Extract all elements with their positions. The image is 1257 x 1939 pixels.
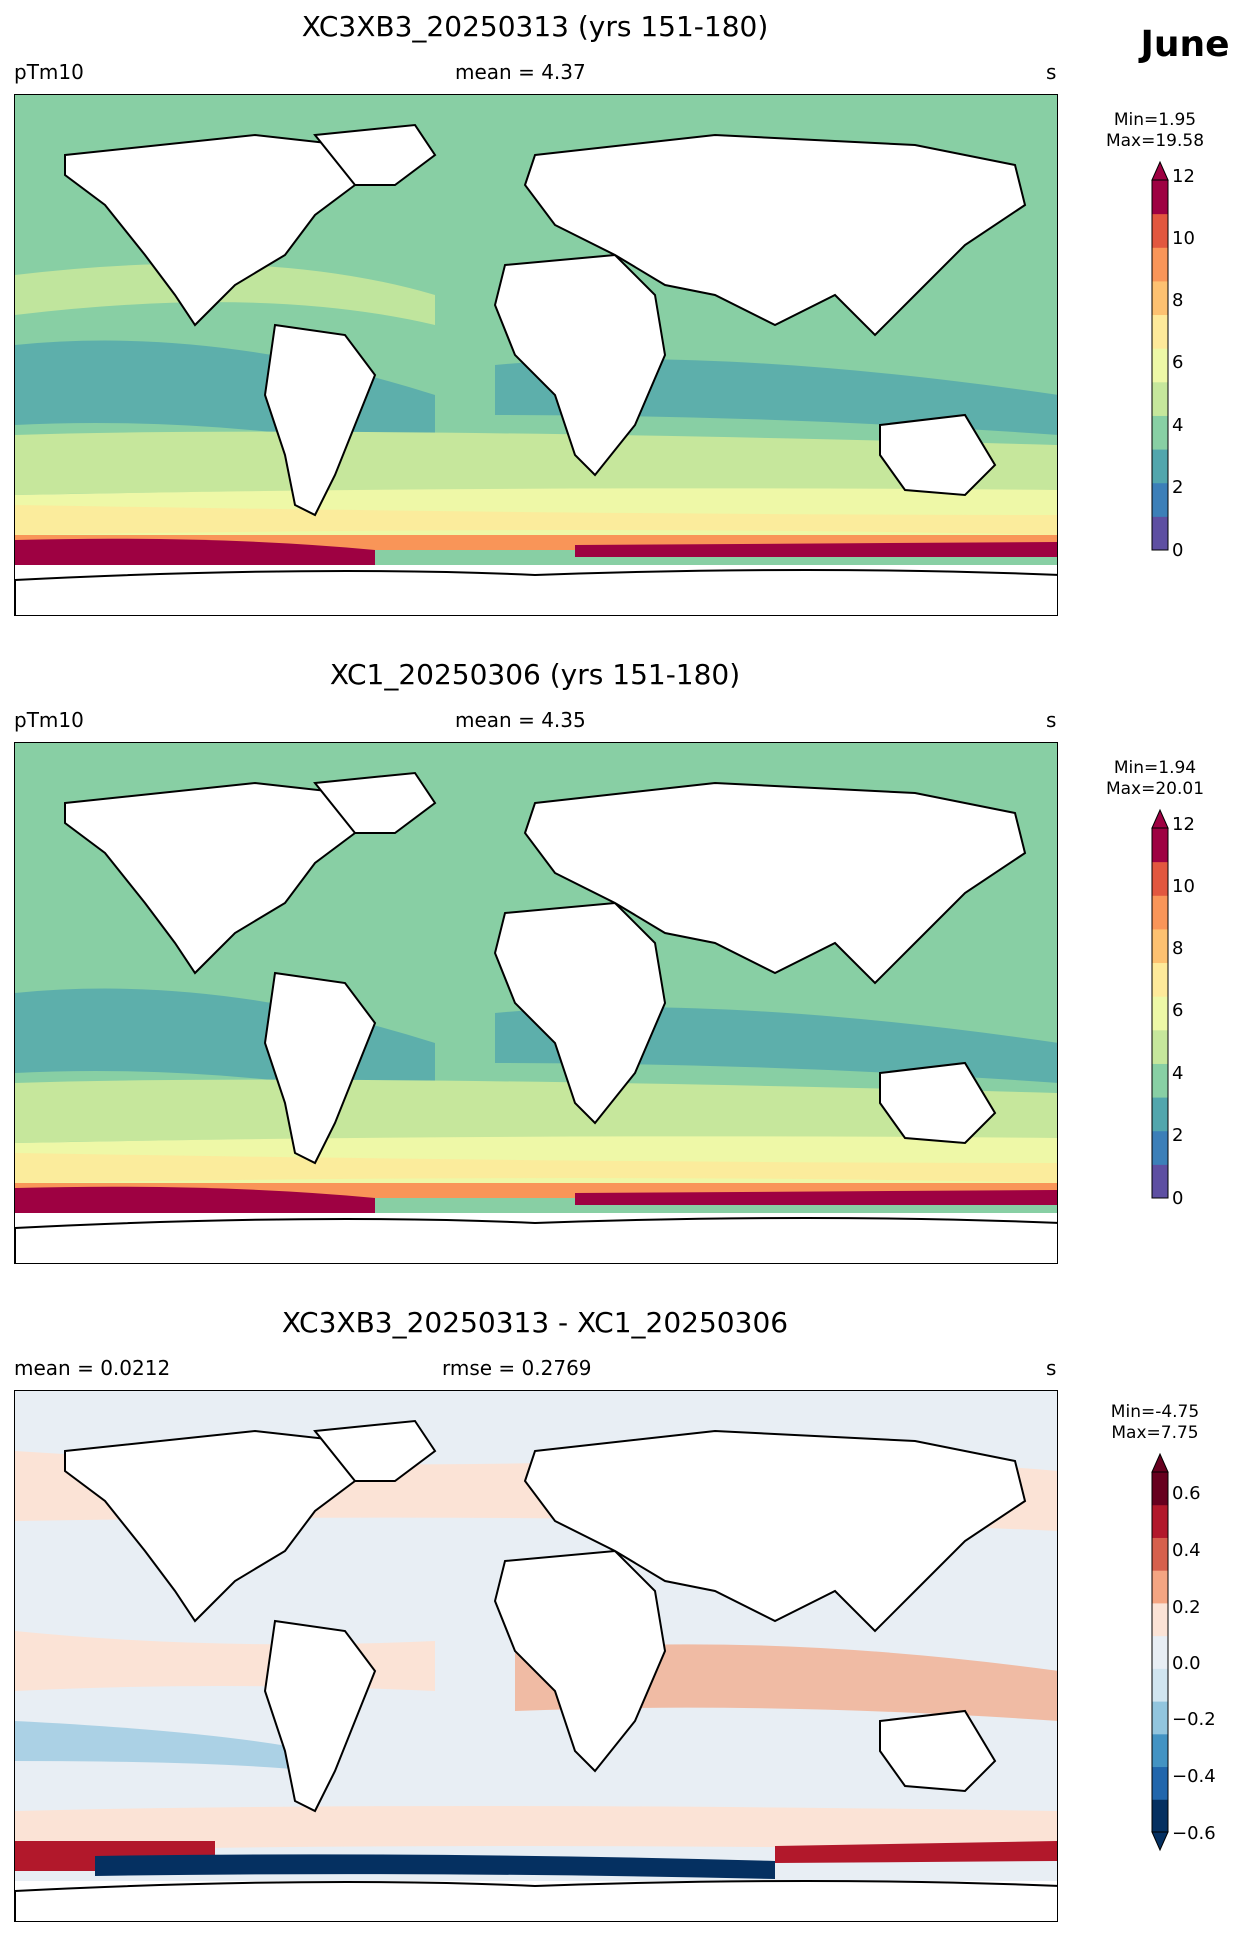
panel2-max-label: Max=20.01	[1105, 779, 1205, 799]
panel3-colorbar-outline	[1151, 1471, 1169, 1833]
panel2-tick: 6	[1172, 1000, 1183, 1021]
panel2-colorbar-segment	[1152, 928, 1168, 964]
panel3-tick: −0.2	[1172, 1709, 1216, 1730]
panel3-units-label: s	[1046, 1356, 1057, 1380]
panel3-colorbar-segment	[1152, 1733, 1168, 1768]
panel1-colorbar-segment	[1152, 516, 1168, 551]
panel3-tick: −0.6	[1172, 1823, 1216, 1844]
panel1-colorbar: 0 2 4 6 8 10 12	[1140, 160, 1240, 564]
panel2-tick: 2	[1172, 1125, 1183, 1146]
panel2-colorbar-segment	[1152, 861, 1168, 896]
panel3-tick: 0.6	[1172, 1483, 1201, 1504]
panel2-colorbar-segment	[1152, 1164, 1168, 1199]
panel2-tick: 10	[1172, 876, 1195, 897]
panel1-mean-label: mean = 4.37	[455, 60, 586, 84]
panel3-min-label: Min=-4.75	[1110, 1402, 1200, 1422]
panel3-max-label: Max=7.75	[1111, 1423, 1199, 1443]
panel1-tick: 6	[1172, 352, 1183, 373]
panel1-map	[14, 94, 1058, 616]
panel3-map	[14, 1390, 1058, 1922]
panel1-tick: 10	[1172, 228, 1195, 249]
panel1-colorbar-segment	[1152, 482, 1168, 517]
panel1-colorbar-segment	[1152, 247, 1168, 282]
panel2-colorbar: 0 2 4 6 8 10 12	[1140, 808, 1240, 1212]
panel3-tick: 0.2	[1172, 1597, 1201, 1618]
panel2-colorbar-segment	[1152, 1130, 1168, 1165]
panel3-colorbar-extend-max	[1151, 1452, 1169, 1473]
panel3-colorbar-segment	[1152, 1701, 1168, 1735]
panel3-colorbar-segment	[1152, 1504, 1168, 1538]
panel1-colorbar-segment	[1152, 180, 1168, 215]
panel3-tick: −0.4	[1172, 1766, 1216, 1787]
panel2-min-label: Min=1.94	[1113, 758, 1197, 778]
panel2-colorbar-segment	[1152, 1097, 1168, 1132]
panel1-colorbar-outline	[1151, 179, 1169, 551]
panel2-colorbar-extend-max	[1151, 808, 1169, 829]
panel2-colorbar-segment	[1152, 996, 1168, 1031]
panel1-colorbar-segment	[1152, 348, 1168, 383]
panel3-rmse-label: rmse = 0.2769	[442, 1356, 592, 1380]
panel1-tick: 4	[1172, 415, 1183, 436]
panel3-colorbar-segment	[1152, 1472, 1168, 1506]
panel2-variable-label: pTm10	[14, 708, 84, 732]
panel2-tick: 0	[1172, 1188, 1183, 1208]
panel3-mean-label: mean = 0.0212	[14, 1356, 171, 1380]
panel3-colorbar-segment	[1152, 1635, 1168, 1669]
panel2-units-label: s	[1046, 708, 1057, 732]
panel3-colorbar-extend-min	[1151, 1831, 1169, 1852]
panel1-min-label: Min=1.95	[1113, 110, 1197, 130]
panel3-colorbar: 0.6 0.4 0.2 0.0 −0.2 −0.4 −0.6	[1140, 1452, 1240, 1856]
panel3-colorbar-segment	[1152, 1799, 1168, 1833]
panel1-tick: 12	[1172, 166, 1195, 187]
panel2-mean-label: mean = 4.35	[455, 708, 586, 732]
panel1-tick: 0	[1172, 540, 1183, 560]
panel3-tick: 0.4	[1172, 1540, 1201, 1561]
panel2-tick: 12	[1172, 814, 1195, 835]
panel2-colorbar-outline	[1151, 827, 1169, 1199]
panel1-colorbar-segment	[1152, 381, 1168, 416]
panel2-colorbar-segment	[1152, 895, 1168, 930]
panel1-units-label: s	[1046, 60, 1057, 84]
panel3-colorbar-segment	[1152, 1537, 1168, 1571]
panel2-tick: 8	[1172, 938, 1183, 959]
panel2-map	[14, 742, 1058, 1264]
panel1-variable-label: pTm10	[14, 60, 84, 84]
panel2-title: XC1_20250306 (yrs 151-180)	[329, 658, 741, 691]
panel1-colorbar-segment	[1152, 280, 1168, 316]
panel1-colorbar-extend-max	[1151, 160, 1169, 181]
panel1-colorbar-segment	[1152, 415, 1168, 450]
panel2-tick: 4	[1172, 1063, 1183, 1084]
panel2-colorbar-segment	[1152, 1063, 1168, 1098]
panel3-colorbar-segment	[1152, 1602, 1168, 1637]
panel2-colorbar-segment	[1152, 1029, 1168, 1064]
panel1-tick: 2	[1172, 477, 1183, 498]
panel3-colorbar-segment	[1152, 1570, 1168, 1604]
panel2-colorbar-segment	[1152, 828, 1168, 863]
panel3-colorbar-segment	[1152, 1668, 1168, 1702]
panel1-title: XC3XB3_20250313 (yrs 151-180)	[301, 10, 769, 43]
panel3-colorbar-segment	[1152, 1766, 1168, 1800]
panel3-title: XC3XB3_20250313 - XC1_20250306	[281, 1306, 789, 1339]
panel1-colorbar-segment	[1152, 314, 1168, 349]
month-label: June	[1140, 24, 1230, 65]
panel2-colorbar-segment	[1152, 962, 1168, 997]
panel1-tick: 8	[1172, 290, 1183, 311]
panel1-max-label: Max=19.58	[1105, 131, 1205, 151]
panel1-colorbar-segment	[1152, 449, 1168, 484]
panel1-colorbar-segment	[1152, 213, 1168, 248]
panel3-tick: 0.0	[1172, 1653, 1201, 1674]
